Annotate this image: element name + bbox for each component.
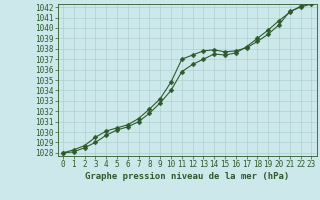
X-axis label: Graphe pression niveau de la mer (hPa): Graphe pression niveau de la mer (hPa) (85, 172, 289, 181)
